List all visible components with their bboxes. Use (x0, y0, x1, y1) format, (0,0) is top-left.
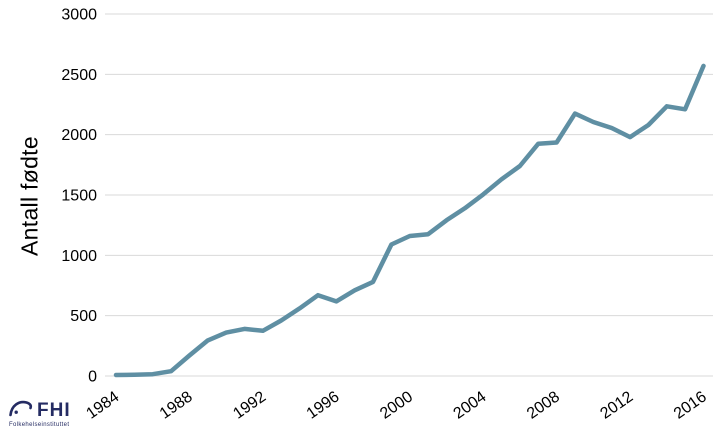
x-tick-label: 2016 (671, 388, 710, 422)
fhi-logo: FHI Folkehelseinstituttet (9, 399, 71, 428)
y-tick-label: 1500 (61, 188, 97, 205)
data-series-line (113, 63, 706, 378)
y-tick-label: 500 (70, 308, 97, 325)
x-tick-label: 2008 (524, 388, 563, 422)
fhi-logo-text: FHI (37, 400, 71, 421)
y-tick-label: 0 (88, 369, 97, 386)
x-tick-label: 2000 (377, 388, 416, 422)
x-tick-label: 1988 (157, 388, 196, 422)
y-tick-label: 2500 (61, 67, 97, 84)
x-tick-label: 2004 (451, 388, 490, 422)
y-tick-label: 2000 (61, 127, 97, 144)
y-tick-label: 1000 (61, 248, 97, 265)
y-tick-label: 3000 (61, 7, 97, 24)
x-tick-label: 1992 (230, 388, 269, 422)
x-tick-label: 1996 (304, 388, 343, 422)
x-tick-label: 2012 (597, 388, 636, 422)
y-axis-title: Antall fødte (16, 136, 43, 256)
fhi-logo-subtext: Folkehelseinstituttet (9, 422, 70, 428)
fhi-swoosh-icon (9, 400, 33, 417)
x-tick-label: 1984 (83, 388, 122, 422)
